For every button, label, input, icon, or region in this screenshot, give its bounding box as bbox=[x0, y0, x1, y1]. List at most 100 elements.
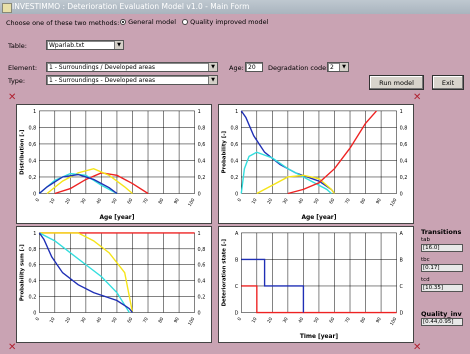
age-input[interactable]: 20 bbox=[245, 62, 263, 72]
y-tick-label-right: 1 bbox=[400, 109, 403, 115]
x-tick-label: 20 bbox=[266, 316, 274, 324]
y-tick-label: 0 bbox=[235, 191, 238, 197]
type-value: 1 - Surroundings - Developed areas bbox=[49, 77, 156, 84]
element-select[interactable]: 1 - Surroundings / Developed areas ▼ bbox=[46, 62, 218, 72]
chevron-down-icon[interactable]: ▼ bbox=[339, 63, 348, 71]
x-tick-label: 0 bbox=[34, 197, 41, 203]
y-tick-label: 0,8 bbox=[29, 247, 37, 253]
x-tick-label: 80 bbox=[359, 197, 367, 205]
x-tick-label: 30 bbox=[282, 316, 290, 324]
x-tick-label: 100 bbox=[389, 197, 398, 207]
element-label: Element: bbox=[8, 64, 38, 72]
y-tick-label: 0,2 bbox=[29, 295, 37, 301]
y-tick-label: 0,8 bbox=[29, 125, 37, 131]
chevron-down-icon[interactable]: ▼ bbox=[114, 41, 123, 49]
x-axis-label: Time [year] bbox=[300, 334, 339, 340]
x-tick-label: 80 bbox=[157, 197, 165, 205]
series-line-blue bbox=[38, 232, 134, 313]
y-tick-label-right: 0,2 bbox=[400, 175, 408, 181]
x-tick-label: 50 bbox=[111, 316, 119, 324]
x-axis-label: Age [year] bbox=[301, 215, 336, 221]
window-title: INVESTIMMO : Deterioration Evaluation Mo… bbox=[12, 2, 250, 11]
x-tick-label: 80 bbox=[157, 316, 165, 324]
y-tick-label: 1 bbox=[33, 109, 36, 115]
x-tick-label: 60 bbox=[126, 316, 134, 324]
y-tick-label: 0 bbox=[33, 310, 36, 316]
x-tick-label: 90 bbox=[375, 316, 383, 324]
table-select[interactable]: Wparlab.txt ▼ bbox=[46, 40, 124, 50]
series-line-cyan bbox=[38, 232, 130, 313]
quality-label: Quality improved model bbox=[190, 18, 269, 26]
close-icon[interactable]: ✕ bbox=[8, 92, 17, 103]
x-tick-label: 30 bbox=[282, 197, 290, 205]
probability-chart: 0 10 20 30 40 50 60 70 80 90 100 0 0 0,2 0,2 0,4 0,4 0,6 0… bbox=[218, 104, 414, 224]
x-tick-label: 10 bbox=[251, 316, 259, 324]
degradation-value: 2 bbox=[330, 64, 334, 71]
quality-radio[interactable] bbox=[182, 19, 188, 25]
x-tick-label: 40 bbox=[95, 316, 103, 324]
tcd-value: [10.35] bbox=[421, 284, 463, 292]
y-tick-label-right: 0,6 bbox=[198, 263, 206, 269]
method-general-option[interactable]: General model bbox=[120, 18, 176, 26]
chevron-down-icon[interactable]: ▼ bbox=[208, 76, 217, 84]
y-tick-label-right: B bbox=[400, 257, 404, 263]
x-tick-label: 90 bbox=[173, 316, 181, 324]
y-tick-label: 0,6 bbox=[231, 142, 239, 148]
y-tick-label-right: C bbox=[400, 284, 404, 290]
quality-inv-value: [0.44,0.95] bbox=[421, 318, 463, 326]
x-tick-label: 0 bbox=[236, 316, 243, 322]
y-tick-label-right: 0,4 bbox=[400, 158, 408, 164]
y-tick-label-right: 0,2 bbox=[198, 295, 206, 301]
chevron-down-icon[interactable]: ▼ bbox=[208, 63, 217, 71]
x-tick-label: 40 bbox=[297, 316, 305, 324]
method-quality-option[interactable]: Quality improved model bbox=[182, 18, 268, 26]
y-tick-label: 0,6 bbox=[29, 263, 37, 269]
series-line-cyan bbox=[240, 151, 332, 195]
exit-button[interactable]: Exit bbox=[432, 75, 464, 90]
y-tick-label-right: A bbox=[400, 231, 404, 237]
general-radio[interactable] bbox=[120, 19, 126, 25]
transitions-title: Transitions bbox=[421, 228, 462, 236]
x-tick-label: 10 bbox=[49, 197, 57, 205]
x-tick-label: 10 bbox=[49, 316, 57, 324]
tbc-label: tbc bbox=[421, 257, 430, 263]
general-label: General model bbox=[128, 18, 176, 26]
y-tick-label: A bbox=[235, 231, 239, 237]
y-axis-label: Probability sum [-] bbox=[20, 244, 26, 301]
series-line-red bbox=[54, 172, 149, 195]
distribution-chart: 0 10 20 30 40 50 60 70 80 90 100 0 0 0,2 0,2 0,4 0,4 0,6 0… bbox=[16, 104, 212, 224]
y-tick-label: 0,2 bbox=[29, 175, 37, 181]
y-axis-label: Deterioration state [-] bbox=[222, 239, 228, 306]
table-label: Table: bbox=[8, 42, 27, 50]
close-icon[interactable]: ✕ bbox=[413, 342, 422, 353]
age-label: Age: bbox=[229, 64, 244, 72]
y-tick-label-right: 0,6 bbox=[198, 142, 206, 148]
series-line-yellow bbox=[46, 167, 133, 195]
close-icon[interactable]: ✕ bbox=[413, 92, 422, 103]
deterioration-state-chart: 0 10 20 30 40 50 60 70 80 90 100 D D C C B B A A Deteriorat… bbox=[218, 226, 414, 343]
y-tick-label-right: 0,2 bbox=[198, 175, 206, 181]
close-icon[interactable]: ✕ bbox=[8, 342, 17, 353]
x-tick-label: 100 bbox=[389, 316, 398, 326]
x-tick-label: 100 bbox=[187, 316, 196, 326]
x-tick-label: 60 bbox=[328, 197, 336, 205]
type-label: Type: bbox=[8, 77, 26, 85]
type-select[interactable]: 1 - Surroundings - Developed areas ▼ bbox=[46, 75, 218, 85]
y-tick-label-right: 0,4 bbox=[198, 158, 206, 164]
x-tick-label: 30 bbox=[80, 316, 88, 324]
x-tick-label: 50 bbox=[111, 197, 119, 205]
y-tick-label-right: D bbox=[400, 310, 404, 316]
x-tick-label: 50 bbox=[313, 316, 321, 324]
x-tick-label: 70 bbox=[142, 197, 150, 205]
run-model-button[interactable]: Run model bbox=[369, 75, 424, 90]
x-tick-label: 60 bbox=[328, 316, 336, 324]
tab-label: tab bbox=[421, 237, 431, 243]
x-tick-label: 10 bbox=[251, 197, 259, 205]
y-axis-label: Probability [-] bbox=[222, 131, 228, 173]
y-tick-label-right: 0 bbox=[198, 191, 201, 197]
y-tick-label: 0,2 bbox=[231, 175, 239, 181]
degradation-select[interactable]: 2 ▼ bbox=[327, 62, 349, 72]
